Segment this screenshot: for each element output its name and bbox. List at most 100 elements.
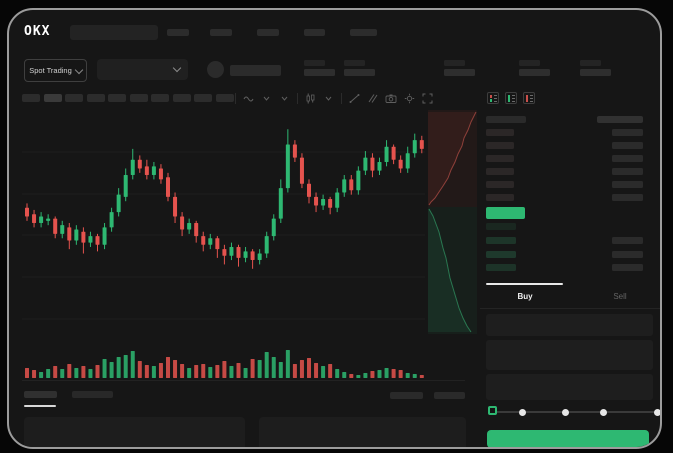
draw-tool-icon[interactable] <box>367 93 378 104</box>
bottom-tab-active[interactable] <box>24 391 57 398</box>
stat-label-placeholder <box>304 60 325 66</box>
chevron-down-icon[interactable] <box>279 93 290 104</box>
timeframe-button[interactable] <box>65 94 83 102</box>
last-price-badge <box>486 207 525 219</box>
volume-bar <box>67 364 72 378</box>
active-tab-underline <box>24 405 56 407</box>
depth-asks-curve <box>428 111 477 206</box>
volume-bar <box>158 363 163 378</box>
candlestick-chart[interactable] <box>22 110 477 334</box>
bid-price-placeholder[interactable] <box>486 237 516 244</box>
candle <box>377 161 382 171</box>
volume-bar <box>314 363 319 378</box>
volume-bar <box>299 360 304 378</box>
ask-price-placeholder[interactable] <box>486 181 514 188</box>
timeframe-button[interactable] <box>108 94 126 102</box>
volume-bar <box>109 362 114 378</box>
total-input[interactable] <box>486 374 653 400</box>
volume-bar <box>187 368 192 378</box>
bottom-action-placeholder[interactable] <box>434 392 465 399</box>
bottom-tab[interactable] <box>72 391 113 398</box>
chevron-down-icon[interactable] <box>323 93 334 104</box>
volume-bar <box>307 358 311 378</box>
slider-handle[interactable] <box>488 406 497 415</box>
bid-price-placeholder[interactable] <box>486 251 516 258</box>
slider-stop-dot[interactable] <box>562 409 569 416</box>
candle <box>39 216 44 223</box>
slider-stop-dot[interactable] <box>600 409 607 416</box>
ask-price-placeholder[interactable] <box>486 129 514 136</box>
volume-bar <box>264 352 269 378</box>
volume-bar <box>271 357 276 378</box>
amount-slider-track[interactable] <box>489 411 659 413</box>
timeframe-button[interactable] <box>194 94 212 102</box>
depth-ask-zone <box>428 110 477 207</box>
ask-price-placeholder[interactable] <box>486 168 514 175</box>
candle <box>116 194 121 213</box>
buy-submit-button[interactable] <box>487 430 649 447</box>
ask-price-placeholder[interactable] <box>486 194 514 201</box>
fullscreen-icon[interactable] <box>422 93 433 104</box>
volume-bar <box>243 368 248 378</box>
tab-sell[interactable]: Sell <box>613 291 627 301</box>
nav-item-placeholder[interactable] <box>350 29 377 36</box>
bids-only-icon[interactable] <box>505 92 517 104</box>
line-tool-icon[interactable] <box>349 93 360 104</box>
depth-bids-area <box>428 209 471 332</box>
candle <box>405 153 410 169</box>
pair-search-box[interactable] <box>70 25 158 40</box>
candle <box>201 236 206 245</box>
timeframe-button[interactable] <box>86 94 105 102</box>
volume-bar <box>123 355 128 378</box>
timeframe-button[interactable] <box>215 94 234 102</box>
chevron-down-icon[interactable] <box>261 93 272 104</box>
camera-icon[interactable] <box>385 93 397 104</box>
timeframe-button[interactable] <box>151 94 169 102</box>
slider-stop-dot[interactable] <box>519 409 526 416</box>
volume-bar <box>194 365 199 378</box>
price-input[interactable] <box>486 314 653 336</box>
bottom-action-placeholder[interactable] <box>390 392 423 399</box>
stat-value-placeholder <box>519 69 550 76</box>
timeframe-button[interactable] <box>129 94 148 102</box>
timeframe-button[interactable] <box>22 94 40 102</box>
ask-amount-placeholder <box>612 155 643 162</box>
instrument-dropdown[interactable] <box>97 59 188 80</box>
settings-icon[interactable] <box>404 93 415 104</box>
nav-item-placeholder[interactable] <box>167 29 189 36</box>
candle <box>419 140 424 149</box>
nav-item-placeholder[interactable] <box>304 29 325 36</box>
candle <box>264 236 269 254</box>
candle <box>67 227 72 241</box>
stat-label-placeholder <box>344 60 365 66</box>
candle <box>363 157 368 171</box>
candle <box>285 144 290 189</box>
candle <box>166 177 170 197</box>
ask-price-placeholder[interactable] <box>486 155 514 162</box>
volume-bar <box>39 372 44 378</box>
candle <box>208 238 213 245</box>
slider-stop-dot[interactable] <box>654 409 660 416</box>
volume-bar <box>166 357 170 378</box>
volume-bar <box>137 361 142 378</box>
volume-bar <box>349 374 354 378</box>
bid-price-placeholder[interactable] <box>486 223 516 230</box>
ask-price-placeholder[interactable] <box>486 142 514 149</box>
candle-style-icon[interactable] <box>305 93 316 104</box>
wave-indicator-icon[interactable] <box>243 93 254 104</box>
bid-price-placeholder[interactable] <box>486 264 516 271</box>
candle <box>257 253 262 261</box>
timeframe-button[interactable] <box>43 94 62 102</box>
tab-buy[interactable]: Buy <box>517 291 533 301</box>
amount-input[interactable] <box>486 340 653 370</box>
candle <box>292 144 297 158</box>
split-book-icon[interactable] <box>487 92 499 104</box>
candle <box>398 159 403 169</box>
nav-item-placeholder[interactable] <box>210 29 232 36</box>
market-type-dropdown[interactable]: Spot Trading <box>24 59 87 82</box>
asks-only-icon[interactable] <box>523 92 535 104</box>
nav-item-placeholder[interactable] <box>257 29 279 36</box>
timeframe-button[interactable] <box>172 94 191 102</box>
candle <box>158 168 163 180</box>
